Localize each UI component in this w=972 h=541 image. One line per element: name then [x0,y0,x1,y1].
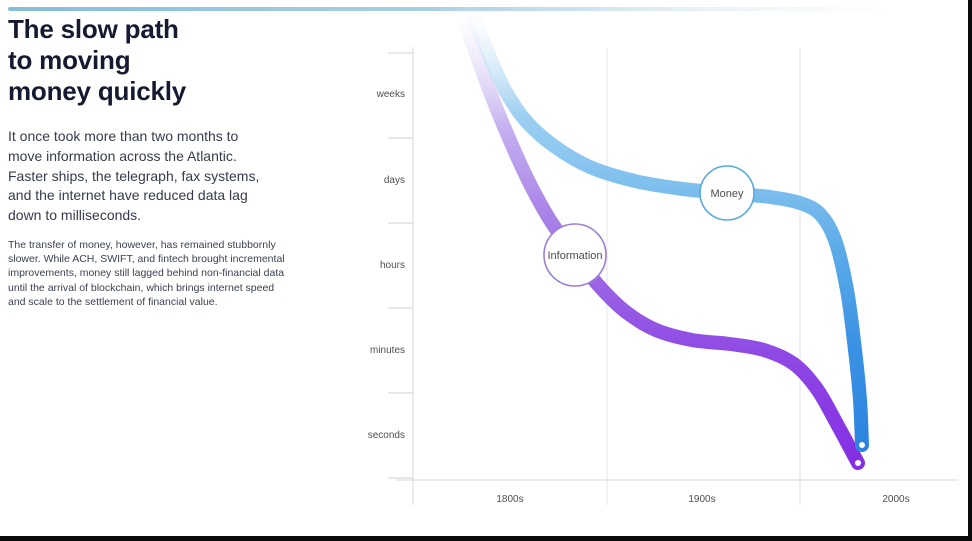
y-tick-label-minutes: minutes [369,345,405,356]
series-label-circle-information [543,223,607,287]
endpoint-dot-information [855,460,861,466]
y-tick-label-seconds: seconds [367,430,405,441]
title-line-3: money quickly [8,76,187,106]
slide-bottom-border [0,536,972,541]
series-label-information: Information [547,250,602,262]
y-tick-label-days: days [383,175,405,186]
y-tick-label-weeks: weeks [376,89,405,100]
y-tick-label-hours: hours [379,260,405,271]
text-panel: The slow path to moving money quickly It… [8,14,308,308]
x-tick-label-1800s: 1800s [496,494,524,505]
detail-paragraph: The transfer of money, however, has rema… [8,239,285,308]
series-label-circle-money [699,165,755,221]
title-line-2: to moving [8,45,131,75]
endpoint-dot-money [859,442,865,448]
x-tick-label-2000s: 2000s [882,494,910,505]
page-title: The slow path to moving money quickly [8,14,308,107]
series-line-information [453,1,865,470]
series-label-money: Money [710,188,744,200]
intro-paragraph: It once took more than two months to mov… [8,128,260,224]
slide-right-border [968,0,972,541]
title-line-1: The slow path [8,14,179,44]
x-tick-label-1900s: 1900s [688,494,716,505]
